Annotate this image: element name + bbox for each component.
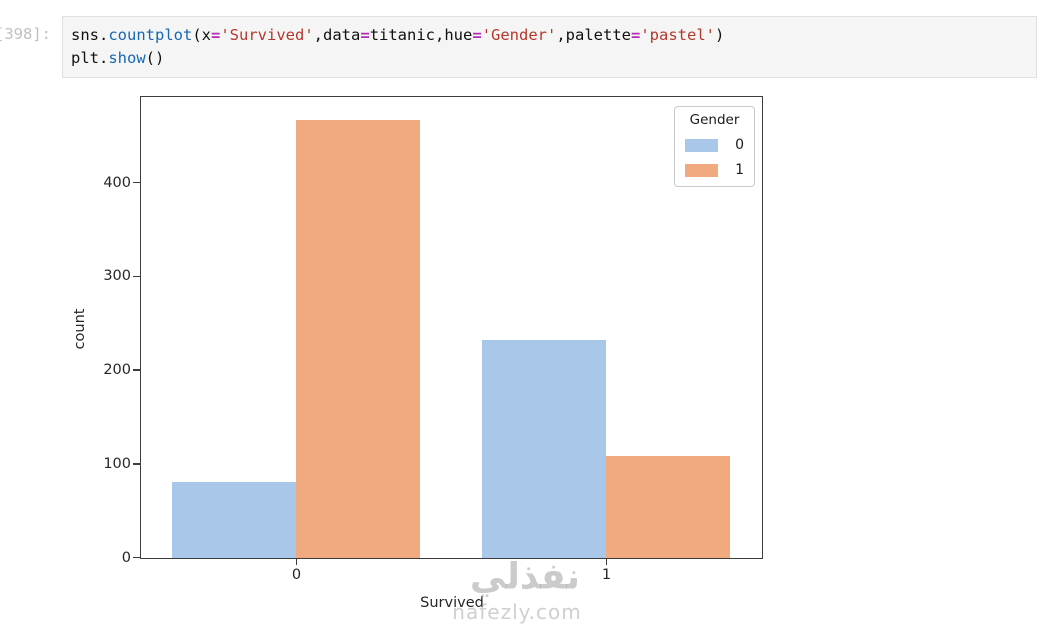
code-token-str: 'pastel' [640,26,715,44]
code-token-func: countplot [108,26,193,44]
code-token-default: (x [192,26,211,44]
y-axis-label: count [72,308,88,350]
code-line-1: sns.countplot(x='Survived',data=titanic,… [71,24,1036,47]
x-axis-label: Survived [420,595,484,611]
legend-swatch [685,163,718,177]
y-tick-label-400: 400 [103,174,131,191]
y-tick-mark [133,182,140,184]
code-line-2: plt.show() [71,47,1036,70]
y-tick-label-200: 200 [103,362,131,379]
watermark-arabic-logo: نفذلي [469,556,581,598]
code-token-str: 'Gender' [481,26,557,44]
bar-survived-0-gender-1 [296,119,420,558]
bar-survived-1-gender-1 [606,455,730,558]
code-token-default: ) [715,26,725,44]
legend-label: 0 [735,137,744,153]
code-cell[interactable]: sns.countplot(x='Survived',data=titanic,… [62,16,1037,78]
x-tick-mark [605,559,608,565]
bar-survived-0-gender-0 [172,482,296,558]
code-token-default: titanic,hue [369,26,473,44]
code-token-default: () [145,49,165,67]
bar-survived-1-gender-0 [482,339,606,558]
code-token-op: = [472,26,482,44]
code-token-op: = [631,26,641,44]
x-tick-label-0: 0 [291,567,302,583]
execution-count: [398]: [0,25,51,43]
legend-entry-1: 1 [675,162,754,178]
y-tick-mark [133,463,140,465]
watermark-domain: nafezly.com [452,600,582,624]
y-tick-mark [133,275,140,278]
y-tick-mark [133,556,140,559]
legend-label: 1 [735,162,744,178]
legend-entry-0: 0 [675,137,754,153]
code-token-func: show [108,49,146,67]
y-tick-label-300: 300 [103,268,131,285]
y-tick-label-0: 0 [121,549,131,566]
x-tick-label-1: 1 [601,567,612,583]
code-token-default: plt. [71,49,109,67]
legend-title: Gender [689,112,740,128]
code-token-default: ,palette [556,26,631,44]
legend-swatch [685,138,718,152]
code-token-str: 'Survived' [220,26,314,44]
code-token-default: ,data [313,26,361,44]
x-tick-mark [295,559,298,565]
code-token-default: sns. [71,26,109,44]
code-token-op: = [360,26,370,44]
code-token-op: = [211,26,221,44]
y-tick-label-100: 100 [103,455,131,472]
y-tick-mark [133,369,140,371]
